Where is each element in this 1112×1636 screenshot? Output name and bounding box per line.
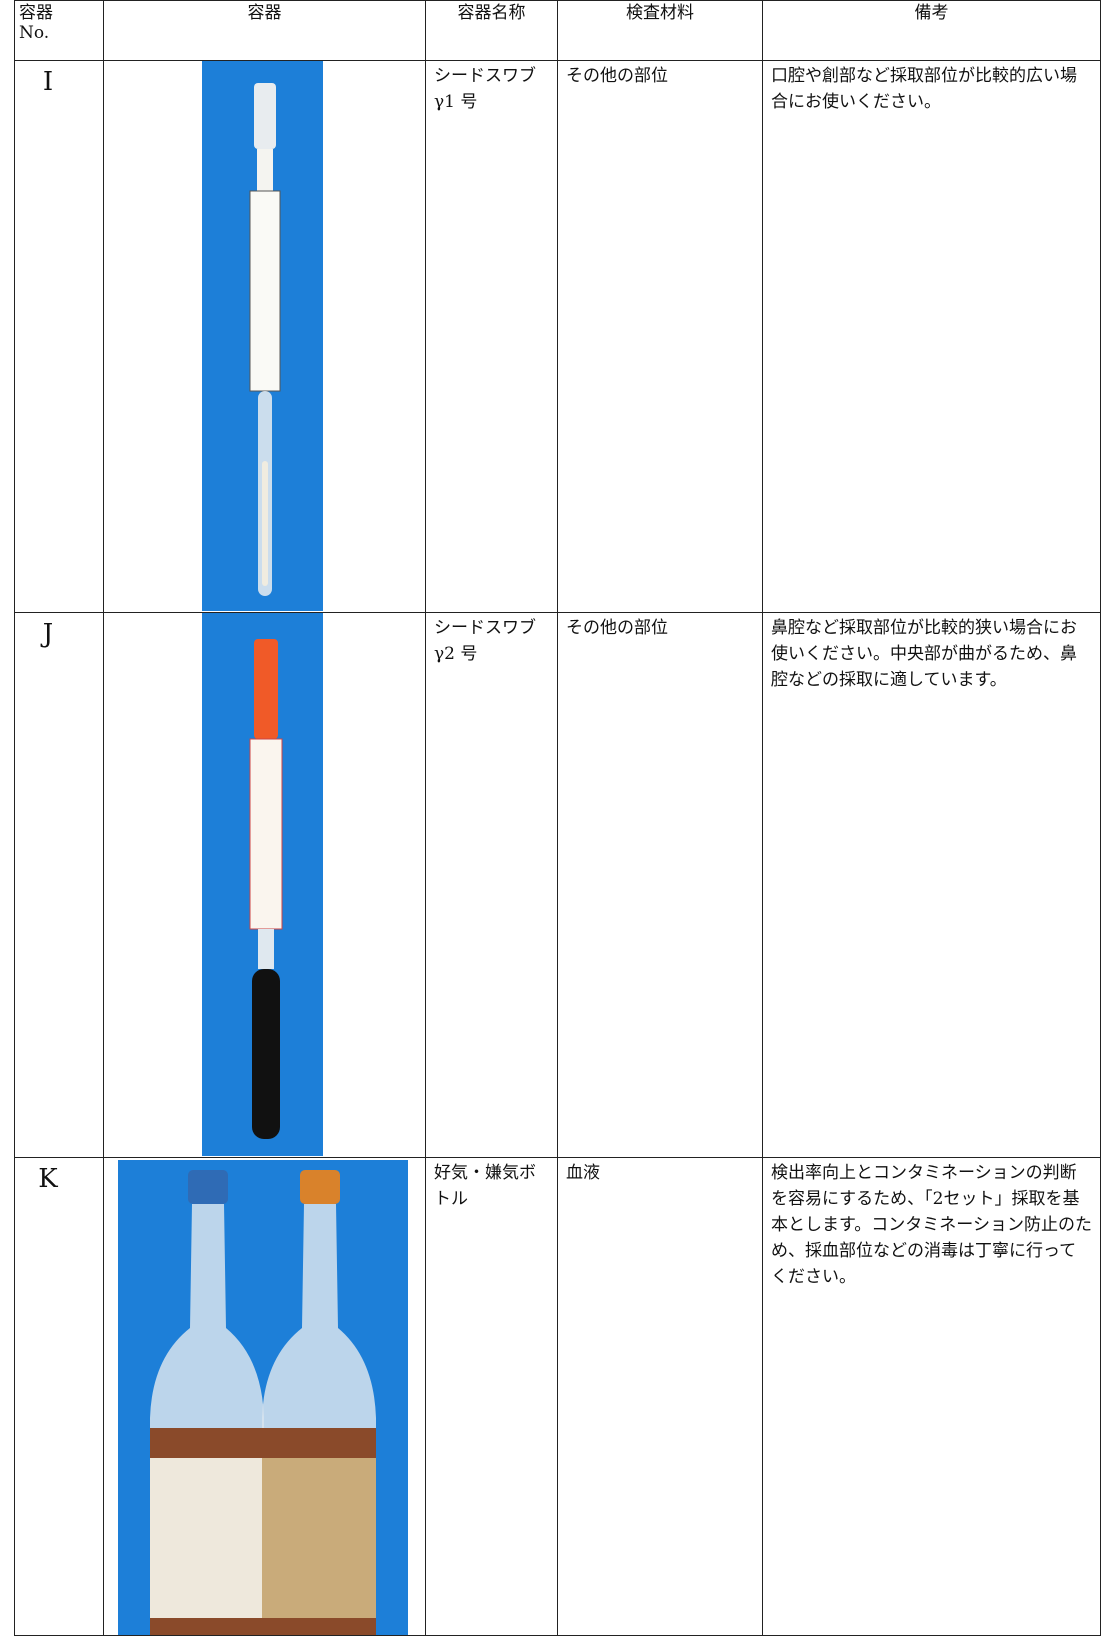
bottle-photo (118, 1160, 408, 1635)
cell: 鼻腔など採取部位が比較的狭い場合にお使いください。中央部が曲がるため、鼻腔などの… (762, 612, 1101, 1158)
row: I シードスワブ γ1 号 その他の部位 口腔や創部など採取部位が比較的広い場合… (14, 60, 1101, 613)
photo-cell (103, 1157, 426, 1636)
header: 容器 No. (14, 0, 104, 61)
photo-cell (103, 612, 426, 1158)
cell: K (14, 1157, 104, 1636)
header: 備考 (762, 0, 1101, 61)
swab-photo (202, 61, 323, 611)
header-row: 容器 No. 容器 容器名称 検査材料 備考 (14, 0, 1101, 61)
container-table: 容器 No. 容器 容器名称 検査材料 備考 I シードスワブ γ1 号 その他… (14, 0, 1101, 1636)
swab-photo (202, 613, 323, 1156)
cell: 好気・嫌気ボトル (425, 1157, 558, 1636)
cell: 口腔や創部など採取部位が比較的広い場合にお使いください。 (762, 60, 1101, 613)
cell: 血液 (557, 1157, 763, 1636)
header: 容器 (103, 0, 426, 61)
row: J シードスワブ γ2 号 その他の部位 鼻腔など採取部位が比較的狭い場合にお使… (14, 612, 1101, 1158)
cell: J (14, 612, 104, 1158)
cell: I (14, 60, 104, 613)
cell: その他の部位 (557, 60, 763, 613)
cell: 検出率向上とコンタミネーションの判断を容易にするため、「2セット」採取を基本とし… (762, 1157, 1101, 1636)
cell: シードスワブ γ2 号 (425, 612, 558, 1158)
header: 容器名称 (425, 0, 558, 61)
header: 検査材料 (557, 0, 763, 61)
row: K 好気・嫌気ボトル 血液 検出率向上とコンタミネーションの判断を容易にするため… (14, 1157, 1101, 1636)
cell: その他の部位 (557, 612, 763, 1158)
photo-cell (103, 60, 426, 613)
cell: シードスワブ γ1 号 (425, 60, 558, 613)
